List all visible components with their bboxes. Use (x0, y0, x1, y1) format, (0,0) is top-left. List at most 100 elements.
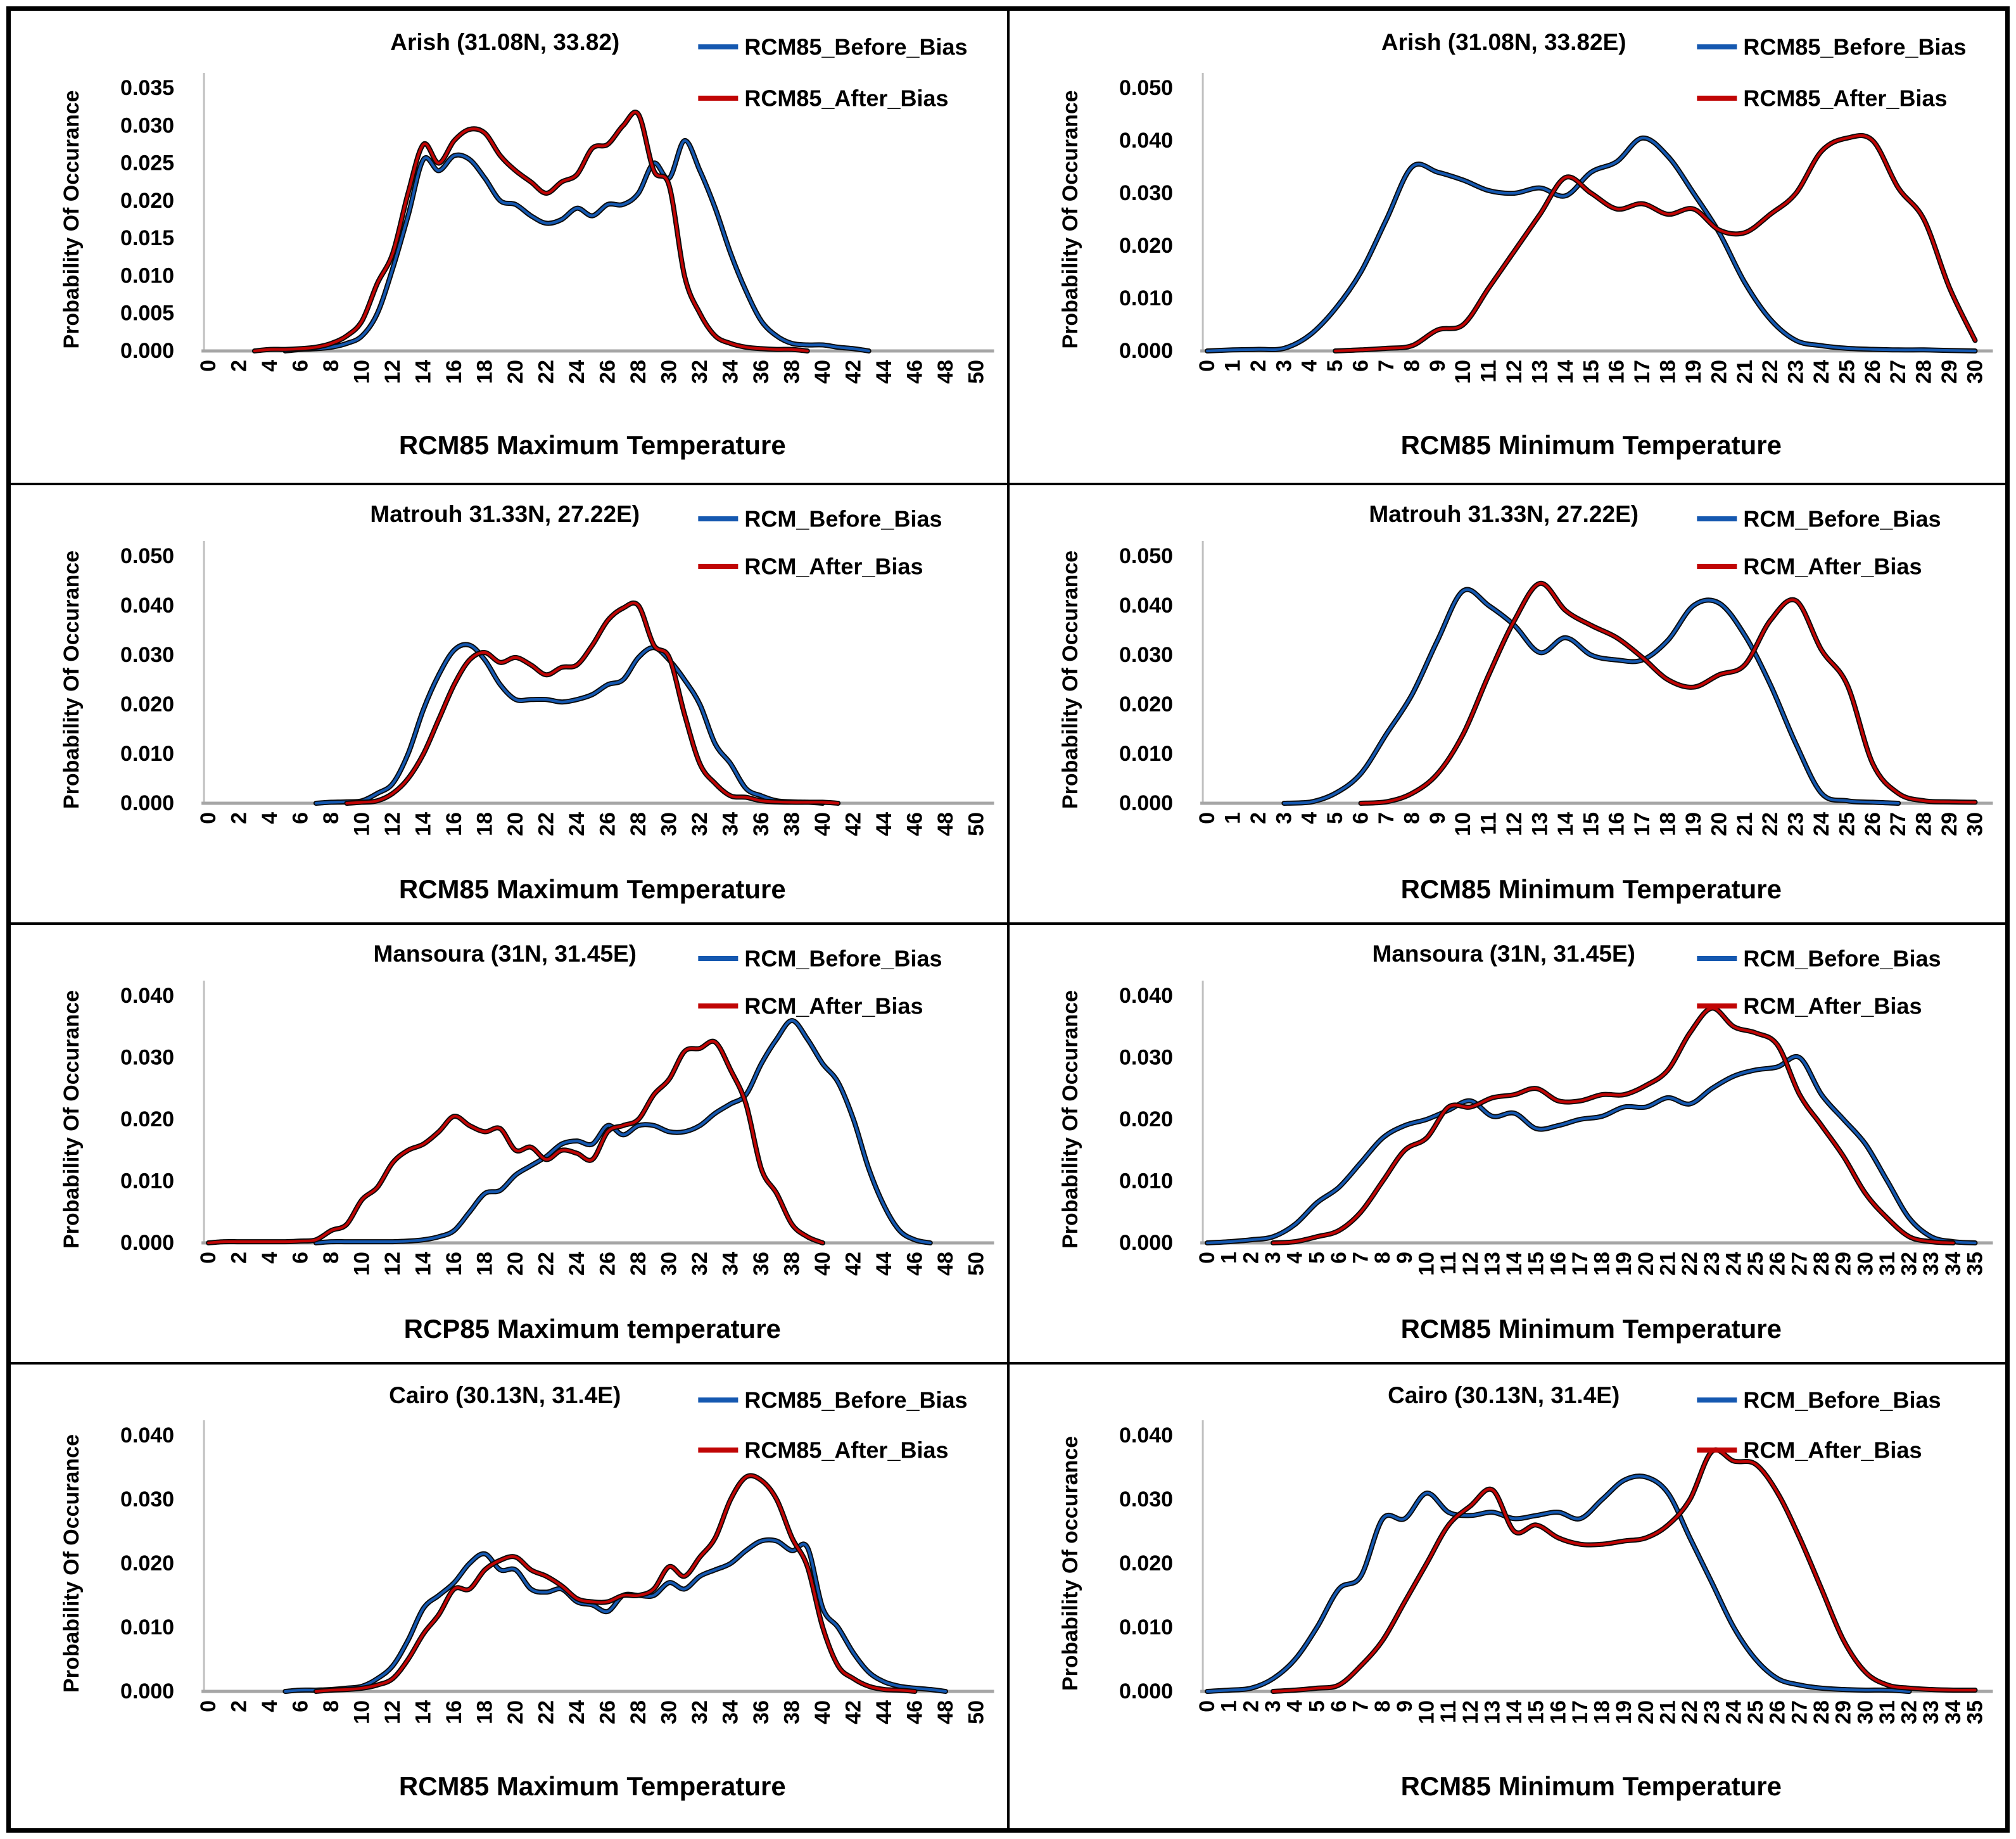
x-tick-label: 6 (1326, 1252, 1350, 1264)
x-tick-label: 0 (196, 1700, 220, 1712)
x-tick-label: 14 (1502, 1252, 1526, 1276)
x-tick-label: 22 (535, 1252, 559, 1276)
x-tick-label: 17 (1630, 812, 1654, 836)
x-tick-label: 22 (1678, 1700, 1702, 1724)
x-tick-label: 26 (1765, 1700, 1789, 1724)
panel-title: Mansoura (31N, 31.45E) (374, 941, 637, 967)
y-axis-title: Probability Of occurance (1058, 1436, 1082, 1691)
x-tick-label: 22 (1758, 360, 1782, 384)
series-after-line (1359, 582, 1977, 805)
x-tick-label: 6 (289, 812, 313, 824)
x-tick-label: 32 (1897, 1700, 1921, 1724)
x-tick-label: 2 (227, 1252, 251, 1264)
x-tick-label: 36 (749, 360, 773, 384)
x-tick-label: 3 (1261, 1700, 1285, 1712)
x-tick-label: 22 (535, 1700, 559, 1724)
x-tick-label: 23 (1699, 1252, 1723, 1276)
x-tick-label: 21 (1732, 360, 1756, 384)
x-tick-label: 13 (1528, 360, 1552, 384)
y-tick-label: 0.020 (1119, 692, 1172, 716)
x-tick-label: 20 (1707, 360, 1731, 384)
x-tick-label: 36 (749, 1252, 773, 1276)
x-tick-label: 0 (1195, 1252, 1219, 1264)
series-before-line (284, 139, 870, 353)
y-tick-label: 0.030 (120, 643, 174, 667)
x-tick-label: 10 (1451, 812, 1475, 836)
x-tick-label: 8 (1400, 360, 1424, 372)
x-tick-label: 7 (1348, 1700, 1373, 1712)
x-tick-label: 32 (688, 360, 712, 384)
x-tick-label: 31 (1875, 1700, 1899, 1724)
x-tick-label: 5 (1323, 812, 1347, 824)
y-tick-label: 0.000 (120, 1679, 174, 1703)
x-tick-label: 20 (504, 1700, 528, 1724)
chart-cell-matrouh-max: 0.000 0.010 0.020 0.030 0.040 0.050 0 2 4 6 8 10 12 1… (11, 485, 1007, 922)
y-axis-title: Probability Of Occurance (60, 90, 84, 348)
x-tick-label: 5 (1305, 1700, 1329, 1712)
y-tick-label: 0.000 (120, 791, 174, 815)
x-tick-label: 16 (442, 1252, 466, 1276)
series-before-outline (1204, 1473, 1912, 1694)
y-tick-label: 0.000 (1119, 1231, 1172, 1255)
x-tick-label: 34 (1941, 1252, 1965, 1276)
y-axis-title: Probability Of Occurance (1058, 550, 1082, 809)
x-tick-label: 24 (1810, 812, 1834, 836)
y-tick-label: 0.020 (1119, 234, 1172, 258)
y-tick-label: 0.000 (1119, 1679, 1172, 1703)
x-tick-label: 21 (1732, 812, 1756, 836)
series-after-outline (313, 1473, 918, 1694)
series-after-outline (344, 600, 841, 806)
x-tick-label: 22 (535, 360, 559, 384)
series-after-line (345, 601, 840, 805)
x-tick-label: 30 (657, 1700, 682, 1724)
x-axis-title: RCM85 Maximum Temperature (399, 430, 786, 460)
x-tick-label: 18 (473, 360, 497, 384)
x-tick-label: 14 (1553, 360, 1577, 384)
x-tick-label: 13 (1480, 1700, 1504, 1724)
panel-title: Arish (31.08N, 33.82E) (1381, 29, 1626, 55)
x-tick-label: 44 (872, 812, 896, 836)
x-tick-label: 14 (412, 1252, 436, 1276)
x-tick-label: 5 (1305, 1252, 1329, 1264)
y-axis-title: Probability Of Occurance (60, 1434, 84, 1693)
x-tick-label: 48 (934, 360, 958, 384)
x-tick-label: 2 (227, 360, 251, 372)
x-tick-label: 28 (1810, 1252, 1834, 1276)
x-tick-label: 17 (1568, 1700, 1592, 1724)
y-tick-label: 0.010 (120, 742, 174, 766)
legend-label-after: RCM_After_Bias (1743, 1437, 1922, 1463)
x-tick-label: 33 (1919, 1700, 1943, 1724)
y-tick-label: 0.030 (120, 1046, 174, 1070)
x-tick-label: 9 (1425, 360, 1449, 372)
x-tick-label: 30 (657, 812, 682, 836)
x-tick-label: 12 (1502, 812, 1526, 836)
y-tick-label: 0.030 (1119, 1046, 1172, 1070)
x-tick-label: 10 (1414, 1252, 1438, 1276)
legend-label-before: RCM_Before_Bias (744, 946, 942, 972)
x-tick-label: 24 (1810, 360, 1834, 384)
x-tick-label: 24 (565, 1700, 589, 1724)
legend-label-after: RCM85_After_Bias (744, 86, 948, 111)
x-tick-label: 14 (412, 812, 436, 836)
x-tick-label: 28 (626, 360, 650, 384)
x-tick-label: 9 (1425, 812, 1449, 824)
x-tick-label: 27 (1886, 812, 1910, 836)
x-tick-label: 7 (1374, 812, 1398, 824)
y-tick-label: 0.030 (1119, 643, 1172, 667)
x-tick-label: 26 (1860, 360, 1884, 384)
x-tick-label: 20 (1707, 812, 1731, 836)
legend-label-before: RCM85_Before_Bias (1743, 34, 1966, 60)
x-tick-label: 0 (196, 1252, 220, 1264)
x-tick-label: 30 (1963, 360, 1987, 384)
y-axis-title: Probability Of Occurance (60, 990, 84, 1249)
chart-cell-cairo-max: 0.000 0.010 0.020 0.030 0.040 0 2 4 6 8 10 12 14 16 18… (11, 1365, 1007, 1828)
x-axis-title: RCM85 Minimum Temperature (1400, 874, 1781, 904)
x-tick-label: 4 (258, 1700, 282, 1712)
x-tick-label: 32 (688, 812, 712, 836)
series-before-outline (313, 1018, 933, 1245)
panel-title: Mansoura (31N, 31.45E) (1372, 941, 1635, 967)
panel-title: Matrouh 31.33N, 27.22E) (1369, 501, 1639, 527)
series-before-line (1205, 136, 1977, 353)
x-tick-label: 35 (1963, 1252, 1987, 1276)
